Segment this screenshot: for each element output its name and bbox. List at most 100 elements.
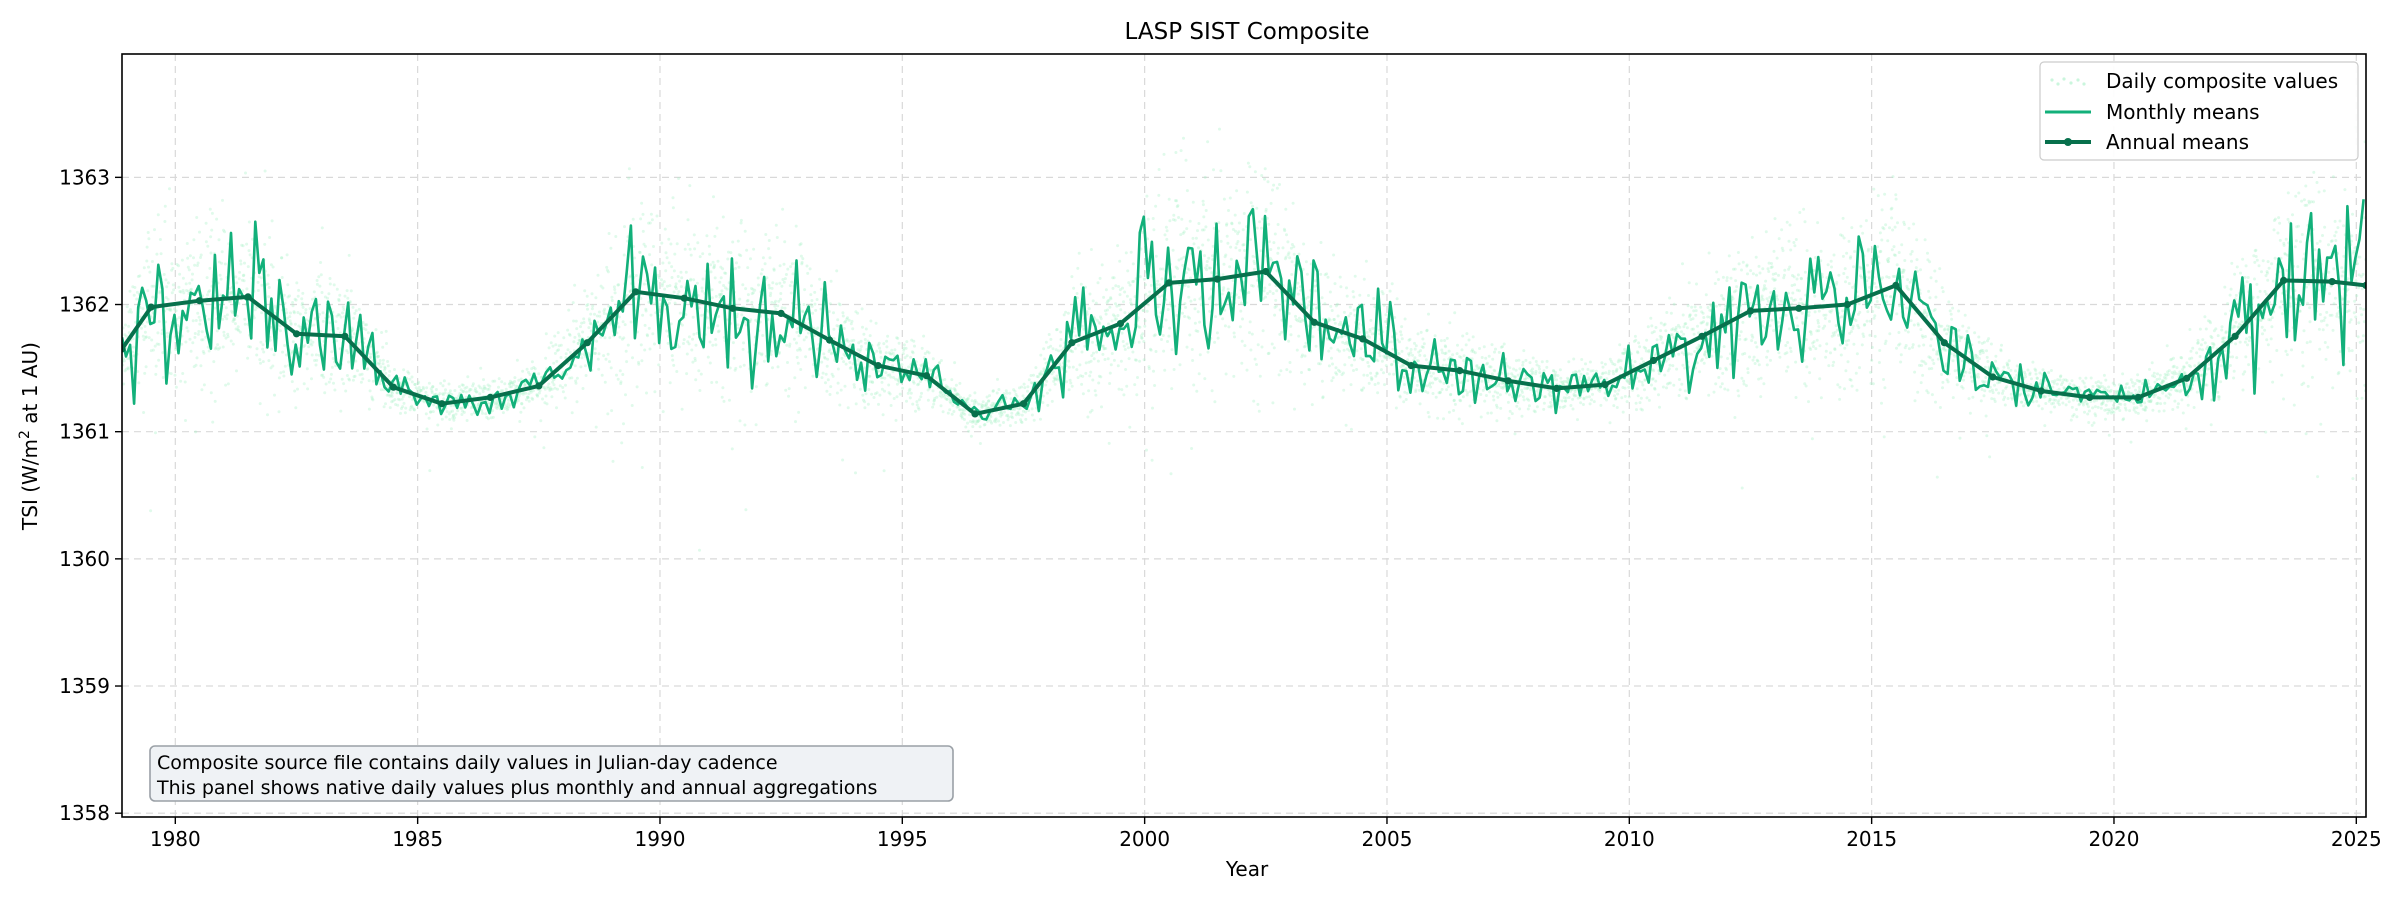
daily-point bbox=[917, 383, 920, 386]
daily-point bbox=[589, 313, 592, 316]
daily-point bbox=[1399, 330, 1402, 333]
daily-point bbox=[1638, 380, 1641, 383]
daily-point bbox=[1830, 260, 1833, 263]
daily-point bbox=[747, 299, 750, 302]
daily-point bbox=[765, 276, 768, 279]
daily-point bbox=[1180, 257, 1183, 260]
daily-point bbox=[1745, 384, 1748, 387]
daily-point bbox=[306, 387, 309, 390]
daily-point bbox=[714, 276, 717, 279]
daily-point bbox=[1825, 314, 1828, 317]
daily-point bbox=[951, 404, 954, 407]
daily-point bbox=[989, 415, 992, 418]
daily-point bbox=[1369, 319, 1372, 322]
daily-point bbox=[1494, 348, 1497, 351]
daily-point bbox=[559, 384, 562, 387]
daily-point bbox=[1113, 315, 1116, 318]
daily-point bbox=[132, 346, 135, 349]
daily-point bbox=[186, 257, 189, 260]
daily-point bbox=[1196, 229, 1199, 232]
daily-point bbox=[162, 376, 165, 379]
daily-point bbox=[133, 294, 136, 297]
daily-point bbox=[1143, 325, 1146, 328]
daily-point bbox=[385, 342, 388, 345]
daily-point bbox=[220, 262, 223, 265]
daily-point bbox=[1718, 304, 1721, 307]
daily-point bbox=[668, 261, 671, 264]
daily-point bbox=[1722, 276, 1725, 279]
daily-point bbox=[957, 405, 960, 408]
daily-point bbox=[1456, 344, 1459, 347]
daily-point bbox=[579, 325, 582, 328]
daily-point bbox=[734, 267, 737, 270]
daily-point bbox=[285, 311, 288, 314]
daily-point bbox=[371, 398, 374, 401]
daily-point bbox=[531, 360, 534, 363]
daily-point bbox=[622, 422, 625, 425]
daily-point bbox=[761, 352, 764, 355]
daily-point bbox=[1369, 330, 1372, 333]
daily-point bbox=[583, 321, 586, 324]
daily-point bbox=[572, 340, 575, 343]
daily-point bbox=[1589, 361, 1592, 364]
daily-point bbox=[195, 216, 198, 219]
daily-point bbox=[382, 359, 385, 362]
daily-point bbox=[292, 304, 295, 307]
daily-point bbox=[1448, 321, 1451, 324]
daily-point bbox=[860, 345, 863, 348]
daily-point bbox=[914, 410, 917, 413]
daily-point bbox=[1197, 310, 1200, 313]
daily-point bbox=[156, 331, 159, 334]
daily-point bbox=[804, 355, 807, 358]
daily-point bbox=[1163, 369, 1166, 372]
daily-point bbox=[1738, 338, 1741, 341]
daily-point bbox=[1100, 317, 1103, 320]
daily-point bbox=[259, 362, 262, 365]
daily-point bbox=[836, 392, 839, 395]
daily-point bbox=[1655, 326, 1658, 329]
daily-point bbox=[1678, 326, 1681, 329]
daily-point bbox=[1289, 370, 1292, 373]
daily-point bbox=[572, 301, 575, 304]
daily-point bbox=[709, 263, 712, 266]
daily-point bbox=[736, 323, 739, 326]
daily-point bbox=[845, 363, 848, 366]
daily-point bbox=[1461, 348, 1464, 351]
daily-point bbox=[996, 392, 999, 395]
daily-point bbox=[171, 267, 174, 270]
daily-point bbox=[361, 377, 364, 380]
daily-point bbox=[963, 413, 966, 416]
daily-point bbox=[711, 296, 714, 299]
daily-point bbox=[931, 406, 934, 409]
daily-point bbox=[520, 402, 523, 405]
daily-point bbox=[1421, 338, 1424, 341]
daily-point bbox=[660, 278, 663, 281]
daily-point bbox=[1193, 298, 1196, 301]
daily-point bbox=[882, 342, 885, 345]
daily-point bbox=[336, 288, 339, 291]
daily-point bbox=[148, 336, 151, 339]
daily-point bbox=[175, 386, 178, 389]
daily-point bbox=[1527, 399, 1530, 402]
daily-point bbox=[1358, 294, 1361, 297]
daily-point bbox=[245, 287, 248, 290]
daily-point bbox=[1174, 219, 1177, 222]
daily-point bbox=[351, 328, 354, 331]
daily-point bbox=[1087, 389, 1090, 392]
daily-point bbox=[1092, 352, 1095, 355]
daily-point bbox=[1348, 356, 1351, 359]
daily-point bbox=[757, 284, 760, 287]
daily-point bbox=[1555, 378, 1558, 381]
daily-point bbox=[225, 317, 228, 320]
daily-point bbox=[1227, 209, 1230, 212]
daily-point bbox=[1144, 319, 1147, 322]
daily-point bbox=[1835, 281, 1838, 284]
daily-point bbox=[1199, 353, 1202, 356]
daily-point bbox=[1825, 342, 1828, 345]
daily-point bbox=[861, 326, 864, 329]
daily-point bbox=[215, 218, 218, 221]
daily-point bbox=[1090, 354, 1093, 357]
daily-point bbox=[1711, 348, 1714, 351]
daily-point bbox=[304, 308, 307, 311]
daily-point bbox=[1003, 411, 1006, 414]
